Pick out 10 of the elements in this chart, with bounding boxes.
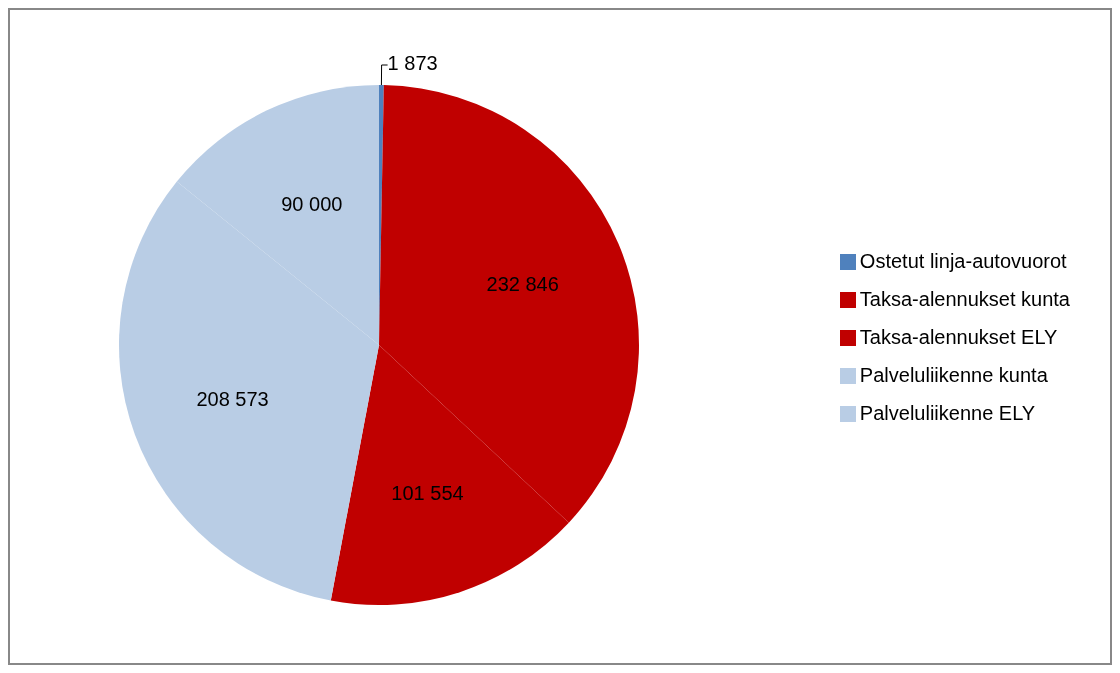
data-label: 90 000 [281, 193, 343, 216]
legend-label: Taksa-alennukset ELY [859, 325, 1058, 348]
data-label: 101 554 [391, 482, 464, 505]
data-label: 232 846 [486, 273, 559, 296]
data-label: 1 873 [387, 52, 438, 75]
legend-label: Ostetut linja-autovuorot [859, 249, 1067, 272]
legend-label: Palveluliikenne ELY [859, 401, 1036, 424]
legend-label: Taksa-alennukset kunta [859, 287, 1070, 310]
data-label: 208 573 [196, 387, 269, 410]
legend-label: Palveluliikenne kunta [859, 363, 1048, 386]
